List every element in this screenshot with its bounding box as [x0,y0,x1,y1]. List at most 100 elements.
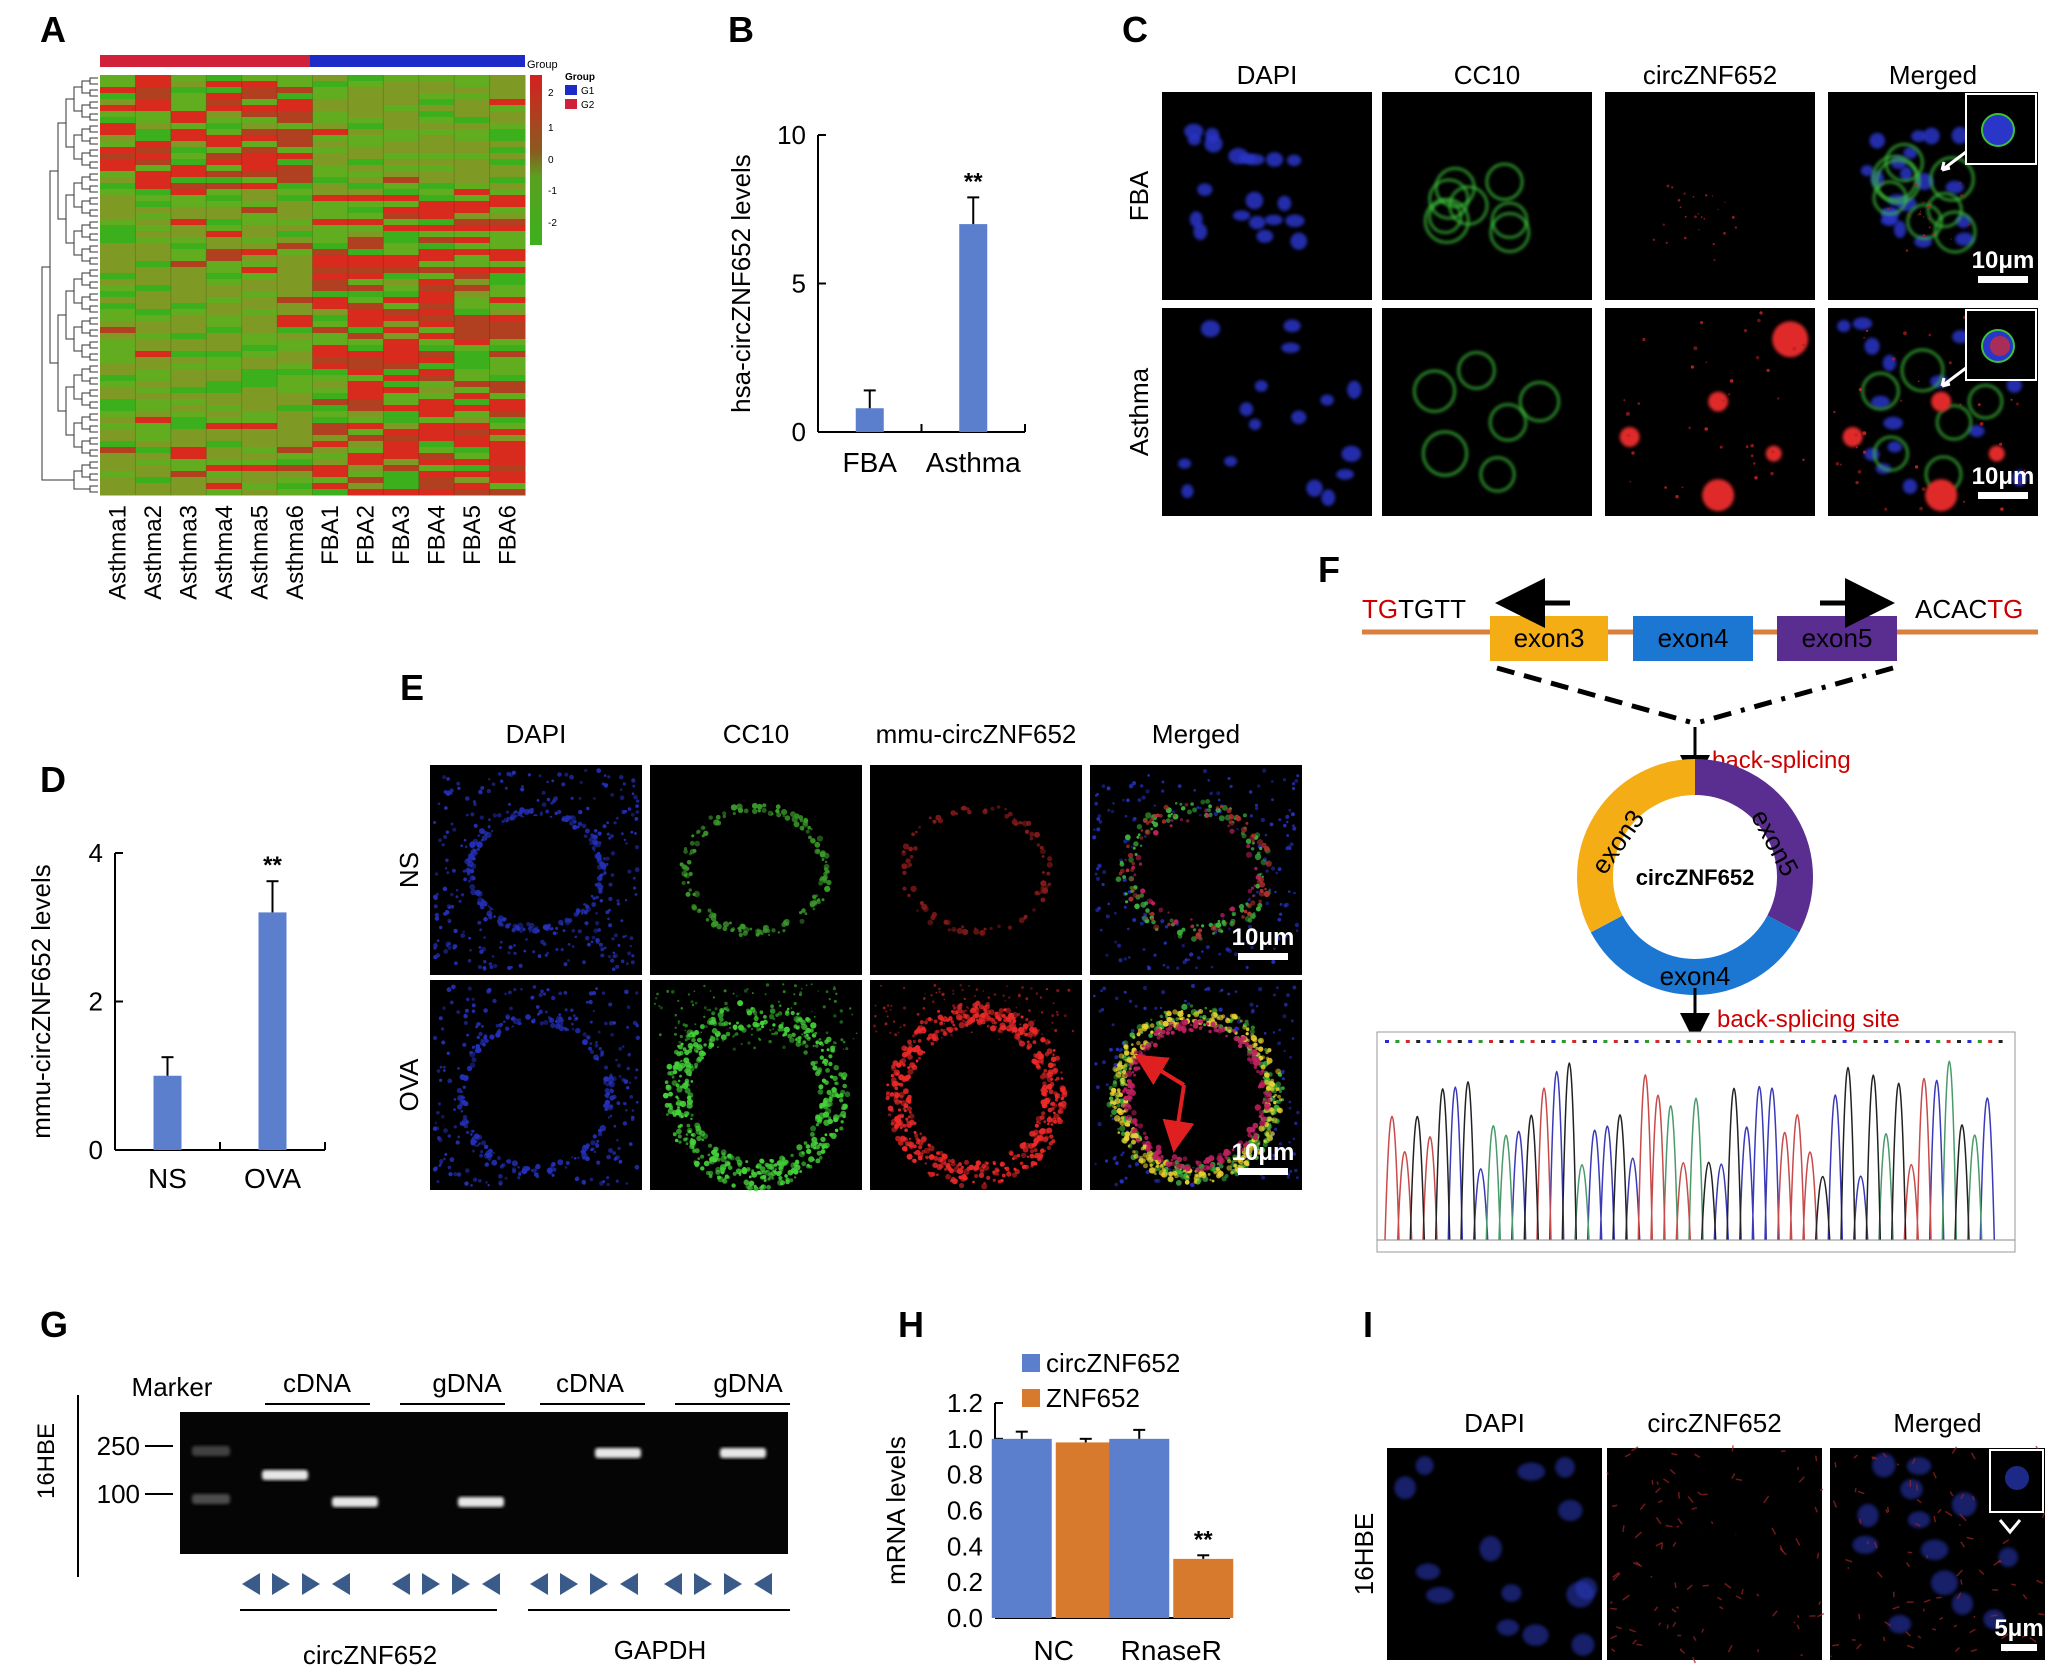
heatmap-cell [206,189,243,196]
nuclei-field [469,949,472,952]
heatmap-cell [241,93,278,100]
cc10-epithelium [762,1174,767,1180]
heatmap-cell [135,435,172,442]
heatmap-cell [347,417,384,424]
nuclei-field [588,837,594,842]
nuclei-field [434,872,439,876]
heatmap-cell [418,489,455,496]
circ-background [1033,1019,1036,1022]
heatmap-cell [170,201,207,208]
nuclei-field [1187,1002,1191,1006]
cc10-epithelium [708,1038,713,1043]
nuclei-field [567,942,571,946]
heatmap-cell [454,309,491,316]
nuclei-field [1190,1182,1195,1188]
heatmap-cell [135,261,172,268]
cc10-epithelium [754,1023,760,1028]
nuclei-field [590,940,594,944]
merged-overlay [1129,877,1134,882]
heatmap-cell [454,243,491,250]
nuclei-field [1201,950,1204,953]
heatmap-cell [241,279,278,286]
heatmap-cell [135,237,172,244]
circ-background [880,984,882,987]
heatmap-cell [418,261,455,268]
merged-green [1190,802,1194,806]
heatmap-cell [100,231,136,238]
heatmap-cell [418,171,455,178]
nuclei-field [1131,1028,1135,1033]
circ-epithelium [1040,897,1046,903]
nuclei-field [611,967,616,971]
cc10-epithelium [810,838,816,844]
cc10-epithelium [694,840,700,847]
nuclei-field [1270,780,1274,783]
cc10-epithelium [817,1067,823,1073]
circ-epithelium [909,1049,913,1053]
cc10-epithelium [699,1024,705,1030]
circ-signal-dot [1755,356,1760,360]
cc10-epithelium [730,804,738,811]
circ-epithelium [909,1144,914,1150]
cc10-epithelium [831,1087,837,1093]
heatmap-cell [100,207,136,214]
cc10-background [703,1015,706,1018]
heatmap-cell [489,249,526,256]
circ-epithelium [933,1019,938,1024]
panel-label-e: E [400,667,424,708]
nuclei-field [1249,790,1253,794]
merged-overlay [1226,807,1232,814]
heatmap-cell [277,387,313,394]
epithelium-nuclei [463,1123,469,1129]
nuclei-field [483,1008,488,1013]
merged-overlay [1140,829,1144,832]
circ-background [951,1021,955,1025]
epithelium-nuclei [598,874,603,878]
nuclei-field [624,899,628,902]
merged-green [1175,1017,1179,1021]
nuclei-field [618,1159,623,1164]
heatmap-cell [454,147,491,154]
nuclei-field [445,830,450,834]
nuclei-field [571,945,575,948]
nuclei-field [472,1177,478,1183]
nuclei-field [1145,789,1150,794]
nuclei-field [1182,960,1187,965]
circ-background [1028,1009,1031,1012]
bar [959,224,988,432]
nuclei-field [1123,905,1127,909]
circ-epithelium [890,1092,894,1095]
heatmap-cell [489,141,526,148]
heatmap-cell [241,219,278,226]
nuclei-field [443,1157,446,1161]
heatmap-cell [347,189,384,196]
circ-epithelium [914,1029,919,1035]
heatmap-cell [347,249,384,256]
circ-epithelium [1022,1023,1029,1030]
cc10-epithelium [692,849,697,853]
heatmap-cell [489,405,526,412]
cc10-epithelium [834,1081,837,1085]
nuclei-field [448,920,451,923]
cc10-epithelium [690,1133,694,1137]
circ-background [989,1018,993,1022]
nuclei-field [508,990,512,995]
heatmap-cell [454,393,491,400]
merged-green [1163,1010,1167,1014]
cc10-epithelium [775,804,781,810]
y-axis-title: hsa-circZNF652 levels [726,154,756,413]
circ-background [1056,1013,1059,1016]
heatmap-cell [347,327,384,334]
cc10-background [764,993,767,996]
circ-background [1019,1023,1022,1026]
dendrogram-branch [89,293,98,301]
nuclei-field [569,774,574,780]
circ-epithelium [1043,1149,1046,1153]
nuclei-field [1128,999,1133,1003]
merged-magenta [1153,830,1159,836]
cc10-background [833,1014,837,1018]
heatmap-cell [489,327,526,334]
merged-green [1262,1097,1266,1101]
merged-overlay [1145,916,1149,920]
circ-signal-dot [1802,343,1805,347]
